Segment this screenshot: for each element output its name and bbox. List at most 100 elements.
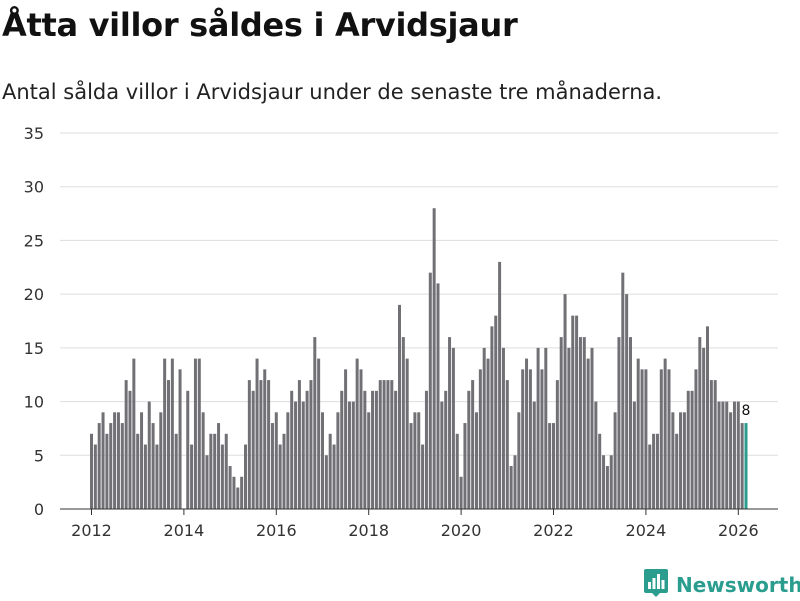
- bar: [459, 476, 463, 509]
- bar: [178, 369, 182, 509]
- bar: [451, 347, 455, 509]
- bar: [128, 390, 132, 509]
- newsworthy-brand[interactable]: Newsworthy: [644, 569, 800, 601]
- bar: [706, 326, 709, 509]
- bar: [436, 283, 440, 509]
- bar: [613, 412, 617, 509]
- bar: [590, 347, 594, 509]
- data-labels: 8: [742, 403, 751, 419]
- bar: [232, 476, 236, 509]
- bar: [632, 401, 636, 509]
- y-tick-label: 15: [24, 339, 44, 358]
- bar: [159, 412, 163, 509]
- bar: [617, 337, 621, 509]
- bar: [648, 444, 652, 509]
- bar: [124, 380, 128, 509]
- bar: [347, 401, 351, 509]
- bar: [517, 412, 521, 509]
- bar: [282, 433, 286, 509]
- bar: [344, 369, 348, 509]
- bar: [313, 337, 317, 509]
- bar: [394, 390, 398, 509]
- bar: [440, 401, 444, 509]
- brand-name[interactable]: Newsworthy: [676, 573, 800, 597]
- bar: [540, 369, 544, 509]
- bar: [721, 401, 725, 509]
- bar: [220, 444, 224, 509]
- bar: [140, 412, 144, 509]
- bar: [559, 337, 563, 509]
- bar: [301, 401, 305, 509]
- bar: [605, 466, 609, 509]
- bar: [309, 380, 313, 509]
- bar: [240, 476, 244, 509]
- bar: [602, 455, 606, 509]
- bar: [224, 433, 228, 509]
- bar: [105, 433, 109, 509]
- bar: [578, 337, 582, 509]
- bar: [421, 444, 425, 509]
- bar: [97, 423, 101, 509]
- bar: [367, 412, 371, 509]
- bar: [463, 423, 467, 509]
- y-tick-label: 30: [24, 178, 44, 197]
- bar: [263, 369, 267, 509]
- x-tick-label: 2014: [164, 521, 205, 540]
- bar: [544, 347, 548, 509]
- bar: [609, 455, 613, 509]
- bar: [340, 390, 344, 509]
- bar: [401, 337, 405, 509]
- chart-subtitle: Antal sålda villor i Arvidsjaur under de…: [2, 80, 663, 104]
- bar-latest: [744, 423, 748, 509]
- bar: [471, 380, 475, 509]
- bar: [521, 369, 525, 509]
- bar-series: [90, 208, 748, 509]
- bar: [197, 358, 201, 509]
- x-tick-label: 2018: [348, 521, 389, 540]
- bar: [190, 444, 194, 509]
- bar: [251, 390, 255, 509]
- bar: [132, 358, 136, 509]
- y-tick-label: 25: [24, 231, 44, 250]
- bar: [682, 412, 686, 509]
- bar: [409, 423, 413, 509]
- x-tick-label: 2012: [71, 521, 112, 540]
- bar: [694, 369, 698, 509]
- bar: [290, 390, 294, 509]
- bar: [432, 208, 436, 509]
- bar: [193, 358, 197, 509]
- bar: [505, 380, 509, 509]
- bar: [486, 358, 490, 509]
- y-tick-label: 10: [24, 393, 44, 412]
- chart-title: Åtta villor såldes i Arvidsjaur: [2, 6, 518, 44]
- bar: [286, 412, 290, 509]
- bar: [151, 423, 155, 509]
- bar: [740, 423, 744, 509]
- bar: [236, 487, 240, 509]
- bar: [113, 412, 117, 509]
- bar: [582, 337, 586, 509]
- bar-chart-logo-icon: [644, 569, 668, 601]
- bar: [679, 412, 683, 509]
- bar: [328, 433, 332, 509]
- x-tick-label: 2016: [256, 521, 297, 540]
- bar: [563, 294, 567, 509]
- bar: [143, 444, 147, 509]
- bar: [498, 261, 502, 509]
- bar: [729, 412, 733, 509]
- x-tick-label: 2022: [533, 521, 574, 540]
- bar: [586, 358, 590, 509]
- bar: [713, 380, 717, 509]
- bar: [736, 401, 740, 509]
- y-tick-label: 20: [24, 285, 44, 304]
- bar: [336, 412, 340, 509]
- bar: [371, 390, 375, 509]
- bar: [217, 423, 221, 509]
- bar: [382, 380, 386, 509]
- bar: [101, 412, 105, 509]
- bar: [644, 369, 648, 509]
- bar: [155, 444, 159, 509]
- bar: [321, 412, 324, 509]
- bar: [663, 358, 667, 509]
- bar: [686, 390, 690, 509]
